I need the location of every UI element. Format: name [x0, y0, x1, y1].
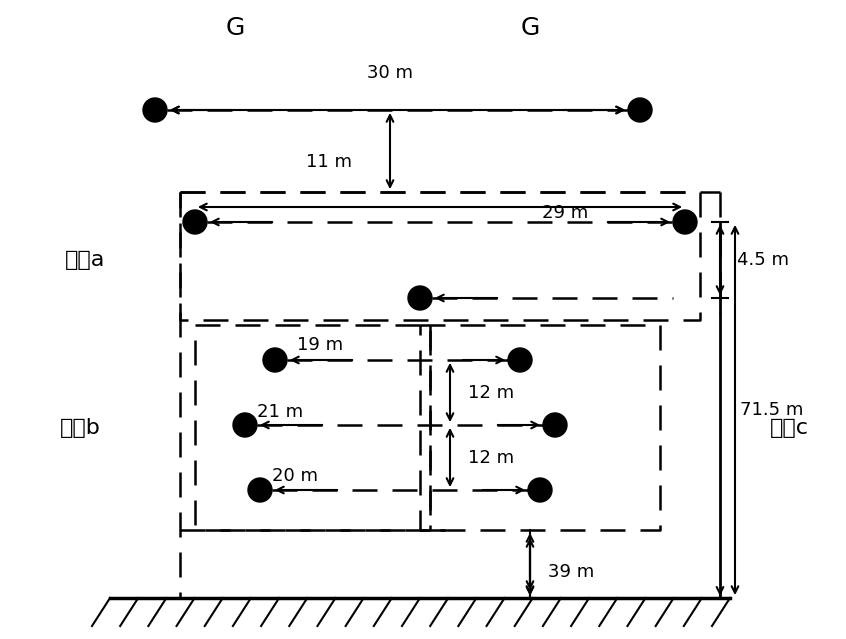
Text: 29 m: 29 m: [542, 204, 588, 222]
Text: 19 m: 19 m: [297, 336, 343, 354]
Text: 30 m: 30 m: [367, 64, 413, 82]
Text: 20 m: 20 m: [272, 467, 318, 485]
Circle shape: [248, 478, 272, 502]
Text: 4.5 m: 4.5 m: [737, 251, 789, 269]
Circle shape: [628, 98, 652, 122]
Circle shape: [408, 286, 432, 310]
Text: 71.5 m: 71.5 m: [740, 401, 804, 419]
Text: 线路c: 线路c: [770, 418, 809, 438]
Text: 12 m: 12 m: [468, 384, 514, 402]
Circle shape: [263, 348, 287, 372]
Text: 21 m: 21 m: [257, 403, 303, 421]
Text: G: G: [520, 16, 540, 40]
Text: 11 m: 11 m: [306, 153, 352, 171]
Circle shape: [183, 210, 207, 234]
Circle shape: [233, 413, 257, 437]
Text: 线路b: 线路b: [59, 418, 101, 438]
Circle shape: [528, 478, 552, 502]
Text: 12 m: 12 m: [468, 449, 514, 467]
Circle shape: [673, 210, 697, 234]
Circle shape: [143, 98, 167, 122]
Circle shape: [508, 348, 532, 372]
Text: 39 m: 39 m: [548, 563, 594, 581]
Text: 线路a: 线路a: [65, 250, 105, 270]
Text: G: G: [225, 16, 244, 40]
Circle shape: [543, 413, 567, 437]
